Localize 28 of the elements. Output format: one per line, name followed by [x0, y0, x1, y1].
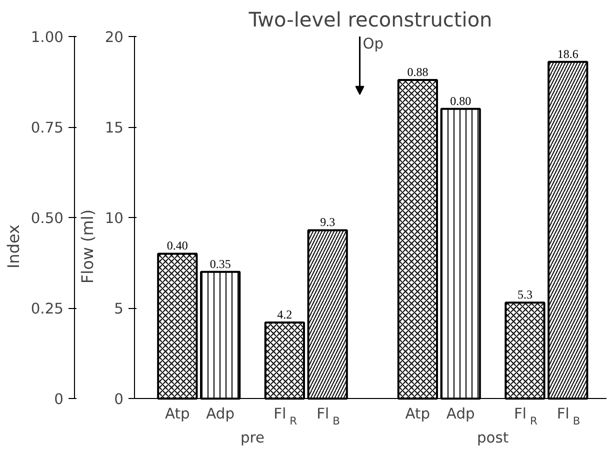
y-tick-label: 0 — [114, 391, 124, 408]
y2-tick-label: 1.00 — [30, 29, 64, 46]
y2-tick-label: 0 — [54, 391, 64, 408]
y-axis-title: Flow (ml) — [78, 209, 97, 284]
chart-title: Two-level reconstruction — [248, 8, 492, 32]
data-label: 0.80 — [450, 94, 472, 108]
annotation: Op — [362, 36, 384, 52]
data-label: 5.3 — [517, 288, 532, 302]
y2-tick-label: 0.50 — [30, 210, 64, 228]
x-tick-label: Adp — [206, 406, 235, 423]
data-label: 0.35 — [210, 256, 231, 271]
data-label: 18.6 — [557, 46, 578, 61]
y-tick-label: 20 — [104, 29, 124, 46]
text: post — [476, 430, 509, 447]
y2-axis-title: Index — [4, 224, 23, 269]
data-label: 0.88 — [407, 64, 428, 79]
y-tick-label: 5 — [114, 300, 124, 318]
data-label: 9.3 — [320, 215, 336, 230]
x-tick-label: Atp — [165, 406, 190, 423]
data-label: 4.2 — [277, 308, 292, 322]
x-tick-label: Adp — [446, 406, 475, 423]
y-tick-label: 10 — [104, 210, 124, 228]
y-tick-label: 15 — [104, 120, 124, 137]
text: pre — [240, 430, 265, 447]
x-tick-label: Atp — [405, 406, 430, 423]
data-label: 0.40 — [166, 238, 188, 253]
y2-tick-label: 0.75 — [30, 120, 64, 137]
y2-tick-label: 0.25 — [30, 300, 64, 318]
